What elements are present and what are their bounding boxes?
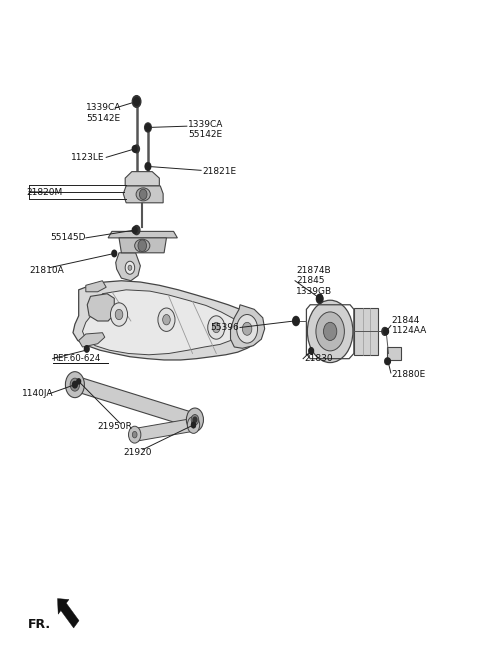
Circle shape (133, 225, 140, 234)
Text: 1123LE: 1123LE (72, 153, 105, 162)
Circle shape (384, 328, 388, 335)
Circle shape (134, 145, 139, 153)
Circle shape (139, 189, 147, 200)
Circle shape (193, 417, 197, 422)
Circle shape (128, 265, 132, 271)
Polygon shape (73, 281, 264, 360)
Circle shape (132, 145, 137, 152)
Ellipse shape (136, 188, 150, 201)
Circle shape (208, 316, 225, 339)
Circle shape (213, 322, 220, 333)
Polygon shape (83, 290, 240, 355)
Circle shape (237, 314, 258, 343)
Circle shape (307, 300, 353, 363)
Circle shape (112, 250, 117, 257)
Text: 1140JA: 1140JA (22, 389, 53, 398)
Bar (387, 347, 401, 360)
Text: 21880E: 21880E (392, 370, 426, 379)
Polygon shape (354, 308, 378, 355)
Text: 21844
1124AA: 21844 1124AA (392, 316, 427, 335)
Polygon shape (87, 293, 114, 321)
Text: 21810A: 21810A (29, 266, 64, 275)
Circle shape (163, 314, 170, 325)
Circle shape (129, 426, 141, 443)
Text: FR.: FR. (27, 618, 50, 631)
Polygon shape (137, 419, 192, 441)
Circle shape (132, 432, 137, 438)
Circle shape (145, 162, 151, 170)
Circle shape (138, 240, 146, 252)
Polygon shape (125, 172, 159, 186)
Circle shape (317, 294, 323, 302)
Ellipse shape (135, 239, 150, 252)
Circle shape (144, 123, 151, 132)
Polygon shape (119, 238, 167, 253)
Circle shape (385, 358, 390, 365)
Circle shape (191, 422, 196, 428)
Circle shape (191, 415, 199, 425)
Circle shape (316, 312, 344, 351)
Circle shape (324, 322, 337, 341)
Circle shape (115, 309, 123, 320)
Polygon shape (86, 281, 106, 291)
Text: 55145D: 55145D (50, 233, 86, 242)
Text: 21874B
21845
1339GB: 21874B 21845 1339GB (296, 266, 332, 295)
Text: 21830: 21830 (304, 354, 333, 363)
Circle shape (125, 261, 135, 274)
Polygon shape (79, 333, 105, 347)
Text: REF.60-624: REF.60-624 (53, 354, 101, 363)
Polygon shape (79, 377, 191, 428)
Text: 21920: 21920 (124, 448, 152, 457)
Circle shape (84, 346, 89, 352)
Circle shape (316, 294, 323, 303)
Circle shape (145, 124, 150, 131)
Circle shape (186, 408, 204, 432)
Text: 1339CA
55142E: 1339CA 55142E (86, 103, 121, 123)
Text: 55396: 55396 (210, 323, 239, 332)
Circle shape (293, 317, 299, 325)
Circle shape (192, 422, 195, 428)
Text: 1339CA
55142E: 1339CA 55142E (188, 120, 223, 139)
Circle shape (65, 371, 84, 398)
Circle shape (70, 378, 80, 391)
Text: 21821E: 21821E (202, 167, 236, 176)
Polygon shape (116, 253, 140, 281)
Polygon shape (230, 305, 264, 348)
Circle shape (242, 322, 252, 335)
Polygon shape (123, 186, 163, 203)
Circle shape (132, 96, 141, 107)
Polygon shape (58, 599, 79, 628)
Circle shape (110, 303, 128, 326)
Text: 21820M: 21820M (26, 188, 63, 197)
Circle shape (293, 316, 300, 326)
Text: 21950R: 21950R (97, 422, 132, 432)
Circle shape (382, 328, 387, 335)
Polygon shape (108, 231, 178, 238)
Circle shape (73, 382, 77, 387)
Circle shape (132, 227, 137, 233)
Circle shape (145, 163, 150, 170)
Circle shape (384, 358, 389, 365)
Circle shape (77, 379, 81, 384)
Circle shape (309, 348, 313, 354)
Circle shape (192, 422, 195, 428)
Circle shape (158, 308, 175, 331)
Circle shape (187, 417, 200, 434)
Circle shape (134, 98, 139, 105)
Circle shape (72, 381, 77, 388)
